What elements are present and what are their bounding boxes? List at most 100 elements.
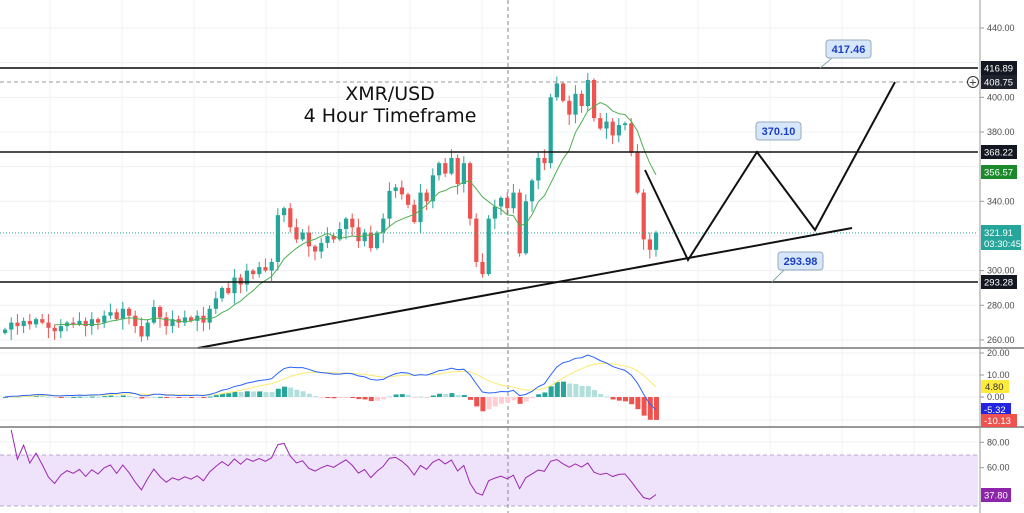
candle	[325, 227, 330, 249]
macd-histogram-bar	[362, 397, 368, 400]
candle	[313, 244, 318, 261]
tag-text: 408.75	[984, 78, 1013, 89]
macd-histogram-bar	[96, 396, 101, 398]
candle	[40, 313, 45, 325]
candle	[604, 112, 609, 139]
candle	[71, 317, 76, 328]
add-alert-icon[interactable]	[967, 76, 979, 88]
candle-body	[58, 326, 63, 332]
macd-histogram-bar	[58, 397, 64, 398]
candle-body	[449, 157, 454, 174]
candle	[251, 268, 256, 280]
callout-370[interactable]: 370.10	[755, 121, 802, 141]
candle	[561, 81, 566, 103]
macd-histogram-bar	[244, 391, 250, 397]
macd-histogram-bar	[232, 391, 238, 397]
macd-histogram-bar	[120, 395, 126, 397]
candle	[120, 301, 125, 330]
candle-body	[226, 287, 231, 294]
candle	[350, 213, 355, 236]
axis-tick-label: 260.00	[987, 335, 1015, 345]
candle	[164, 312, 169, 335]
macd-histogram-bar	[350, 397, 356, 398]
candle	[492, 199, 497, 230]
candle-body	[616, 125, 621, 136]
candle	[455, 154, 460, 195]
macd-histogram-bar	[455, 395, 461, 397]
candle-body	[251, 270, 256, 275]
candle-body	[480, 261, 485, 275]
macd-histogram-bar	[306, 393, 312, 397]
projected-zigzag-path[interactable]	[644, 81, 896, 263]
candle	[548, 93, 553, 169]
tag-macd-histogram: -10.13	[981, 414, 1017, 427]
macd-histogram-bar	[610, 397, 616, 400]
tag-text: -10.13	[984, 416, 1011, 427]
candle-body	[139, 326, 144, 337]
macd-histogram-bar	[337, 397, 343, 398]
sma-line	[54, 101, 657, 326]
macd-histogram-bar	[598, 394, 604, 397]
callout-293[interactable]: 293.98	[771, 251, 824, 283]
macd-histogram-bar	[654, 397, 659, 420]
macd-histogram-bar	[530, 397, 535, 399]
candle-body	[430, 175, 435, 202]
macd-histogram-bar	[492, 397, 498, 407]
candle-body	[145, 322, 150, 337]
candle	[9, 317, 14, 340]
candle-body	[573, 93, 578, 115]
macd-histogram-bar	[511, 397, 517, 401]
candle	[505, 192, 510, 216]
macd-histogram-bar	[474, 397, 480, 407]
macd-histogram-bar	[189, 397, 194, 398]
tag-408[interactable]: + 408.75	[967, 75, 1018, 89]
candle-body	[412, 204, 417, 223]
candle-body	[629, 123, 634, 153]
candle	[220, 286, 225, 302]
candle-body	[151, 307, 156, 323]
macd-histogram-bar	[635, 397, 641, 410]
candle	[170, 310, 175, 334]
macd-histogram-bar	[542, 392, 548, 397]
price-axis[interactable]: 440.00 400.00 380.00 340.00 300.00 280.00 260.…	[980, 23, 1015, 473]
macd-histogram-bar	[604, 396, 610, 398]
tag-sma: 356.57	[981, 165, 1017, 179]
candle	[275, 208, 280, 271]
candle-body	[114, 312, 119, 320]
candle	[158, 305, 163, 328]
tag-text: 293.28	[984, 278, 1013, 289]
axis-tick-label: 10.00	[987, 370, 1010, 380]
candle	[542, 149, 547, 171]
macd-histogram-bar	[275, 388, 281, 397]
candle	[263, 258, 268, 273]
candle-body	[511, 192, 516, 209]
candle	[387, 182, 392, 228]
macd-histogram-bar	[176, 397, 182, 398]
candle-body	[468, 163, 473, 219]
candle-body	[244, 270, 249, 285]
candles	[3, 73, 659, 342]
candle-body	[220, 287, 225, 299]
macd-histogram-bar	[381, 397, 387, 400]
candle-body	[120, 308, 125, 320]
candle	[368, 225, 373, 252]
candle-body	[257, 267, 262, 275]
candle-body	[424, 192, 429, 202]
candle	[139, 317, 144, 342]
macd-histogram-bar	[201, 397, 207, 398]
candle	[244, 263, 249, 292]
candle	[15, 313, 20, 335]
candle	[46, 313, 51, 339]
macd-histogram-bar	[554, 381, 560, 397]
candle-body	[213, 298, 218, 309]
candle-body	[170, 319, 175, 327]
callout-417[interactable]: 417.46	[819, 39, 872, 69]
candle	[499, 196, 504, 216]
candle-body	[561, 83, 566, 101]
macd-histogram-bar	[269, 392, 275, 397]
ascending-trendline[interactable]	[197, 227, 853, 349]
macd-histogram-bar	[561, 381, 566, 397]
candle-body	[337, 229, 342, 240]
candle	[65, 320, 70, 332]
